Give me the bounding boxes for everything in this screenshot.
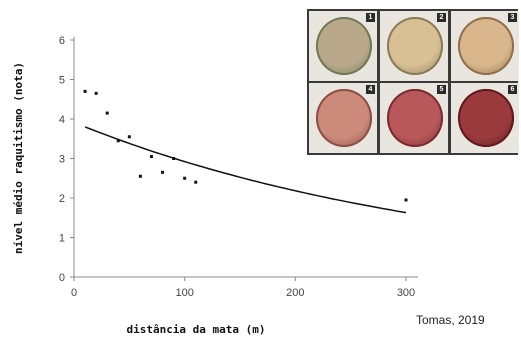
photo-number-label: 5 [437,85,446,94]
petri-dish-image [387,17,443,75]
data-point [127,135,131,139]
x-axis-title: distância da mata (m) [126,323,265,336]
photo-number-label: 6 [508,85,517,94]
data-point [194,180,198,184]
data-points [83,89,408,202]
photo-grid: 1 2 3 4 5 6 [307,9,519,155]
petri-dish-photo: 3 [451,11,519,81]
y-tick-label: 6 [59,35,65,47]
data-point [138,174,142,178]
petri-dish-photo: 6 [451,83,519,153]
petri-dish-photo: 5 [380,83,448,153]
x-tick-label: 300 [397,287,415,299]
data-point [83,89,87,93]
data-point [94,91,98,95]
petri-dish-photo: 4 [309,83,377,153]
petri-dish-image [316,89,372,147]
petri-dish-image [458,89,514,147]
petri-dish-image [316,17,372,75]
photo-number-label: 1 [366,13,375,22]
y-tick-label: 1 [59,233,65,245]
x-tick-label: 100 [175,287,193,299]
trendline [84,126,407,214]
data-point [161,170,165,174]
y-tick-label: 5 [59,75,65,87]
data-point [105,111,109,115]
trendline-group [84,126,407,214]
x-tick-label: 0 [71,287,77,299]
petri-dish-photo: 1 [309,11,377,81]
x-tick-label: 200 [286,287,304,299]
y-axis-title: nível médio raquitismo (nota) [12,62,25,254]
x-axis-ticks: 0 100 200 300 [71,277,415,299]
photo-number-label: 3 [508,13,517,22]
data-point [172,157,176,160]
y-tick-label: 3 [59,154,65,166]
petri-dish-image [387,89,443,147]
photo-number-label: 2 [437,13,446,22]
y-tick-label: 2 [59,193,65,205]
petri-dish-photo: 2 [380,11,448,81]
data-point [116,139,120,143]
photo-number-label: 4 [366,85,375,94]
y-tick-label: 0 [59,272,65,284]
y-tick-label: 4 [59,114,65,126]
data-point [149,155,153,159]
data-point [183,176,187,180]
petri-dish-image [458,17,514,75]
y-axis-ticks: 0 1 2 3 4 5 6 [59,35,74,284]
data-point [404,198,408,202]
credit-text: Tomas, 2019 [416,313,485,327]
